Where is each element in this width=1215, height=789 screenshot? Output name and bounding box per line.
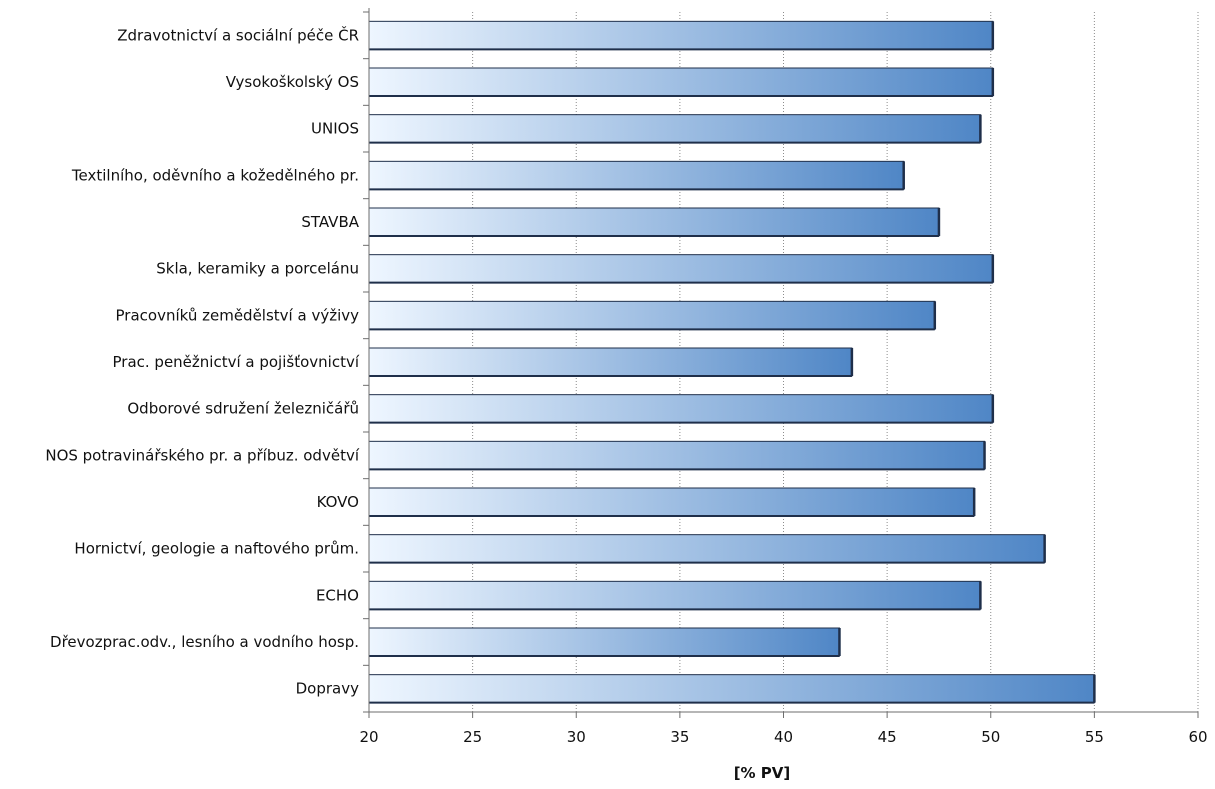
category-label: NOS potravinářského pr. a příbuz. odvětv…	[45, 446, 359, 464]
x-tick-label: 25	[463, 728, 482, 746]
x-tick-label: 30	[567, 728, 586, 746]
x-tick-label: 55	[1085, 728, 1104, 746]
bar	[368, 20, 994, 50]
category-label: Dopravy	[296, 680, 359, 698]
x-tick-label: 40	[774, 728, 793, 746]
bar	[368, 254, 994, 284]
category-label: KOVO	[317, 493, 359, 511]
bar	[368, 160, 905, 190]
category-label: STAVBA	[301, 213, 359, 231]
category-label: Textilního, oděvního a kožedělného pr.	[71, 166, 359, 184]
x-tick-label: 45	[878, 728, 897, 746]
x-tick-label: 60	[1188, 728, 1207, 746]
category-label: Prac. peněžnictví a pojišťovnictví	[113, 353, 360, 371]
bar	[368, 534, 1046, 564]
category-label: Skla, keramiky a porcelánu	[156, 260, 359, 278]
category-label: Zdravotnictví a sociální péče ČR	[117, 25, 359, 44]
bar	[368, 674, 1095, 704]
bar	[368, 114, 981, 144]
bar	[368, 67, 994, 97]
bar	[368, 394, 994, 424]
category-label: Hornictví, geologie a naftového prům.	[74, 540, 359, 558]
x-tick-label: 35	[670, 728, 689, 746]
category-label: ECHO	[316, 586, 359, 604]
x-axis-title: [% PV]	[734, 764, 791, 782]
bar	[368, 347, 853, 377]
bar	[368, 487, 975, 517]
bar	[368, 627, 840, 657]
category-label: UNIOS	[311, 120, 359, 138]
bar	[368, 207, 940, 237]
x-tick-label: 50	[981, 728, 1000, 746]
x-tick-label: 20	[359, 728, 378, 746]
bar	[368, 300, 936, 330]
category-label: Dřevozprac.odv., lesního a vodního hosp.	[50, 633, 359, 651]
label-layer: 20 25 30 35 40 45 50 55 60 Zdravotnictví a sociál…	[45, 25, 1207, 746]
category-label: Pracovníků zemědělství a výživy	[116, 306, 360, 324]
bar	[368, 440, 986, 470]
axis-layer	[363, 8, 1199, 718]
category-label: Vysokoškolský OS	[226, 73, 359, 91]
category-label: Odborové sdružení železničářů	[127, 400, 359, 418]
bar	[368, 580, 981, 610]
bar-layer	[368, 20, 1096, 704]
